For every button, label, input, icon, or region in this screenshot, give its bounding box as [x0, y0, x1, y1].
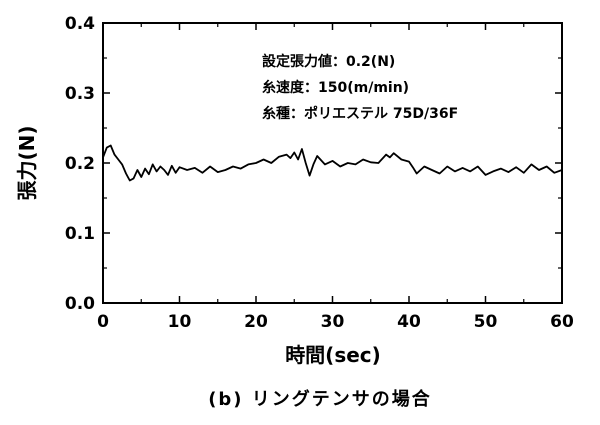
x-tick-label: 60: [550, 312, 574, 332]
y-tick-label: 0.1: [65, 224, 95, 244]
annotation-yarn-type: 糸種：ポリエステル 75D/36F: [262, 105, 458, 122]
y-tick-label: 0.0: [65, 294, 95, 314]
annotation-yarn-speed: 糸速度：150(m/min): [262, 79, 409, 96]
x-tick-label: 40: [397, 312, 421, 332]
plot-frame: [102, 22, 563, 304]
y-tick-label: 0.3: [65, 84, 95, 104]
x-tick-label: 50: [474, 312, 498, 332]
figure-caption: (b) リングテンサの場合: [208, 388, 432, 410]
annotation-set-tension: 設定張力値：0.2(N): [262, 53, 395, 70]
x-tick-label: 0: [97, 312, 109, 332]
x-axis-label: 時間(sec): [285, 343, 381, 367]
y-tick-label: 0.2: [65, 154, 95, 174]
x-tick-label: 10: [168, 312, 192, 332]
x-tick-label: 30: [321, 312, 345, 332]
x-axis-ticks: 0 10 20 30 40 50 60: [97, 23, 574, 332]
tension-series-line: [102, 144, 563, 182]
y-axis-label: 張力(N): [15, 125, 39, 200]
annotation-box: 設定張力値：0.2(N) 糸速度：150(m/min) 糸種：ポリエステル 75…: [262, 53, 458, 122]
y-tick-label: 0.4: [65, 14, 95, 34]
x-tick-label: 20: [244, 312, 268, 332]
